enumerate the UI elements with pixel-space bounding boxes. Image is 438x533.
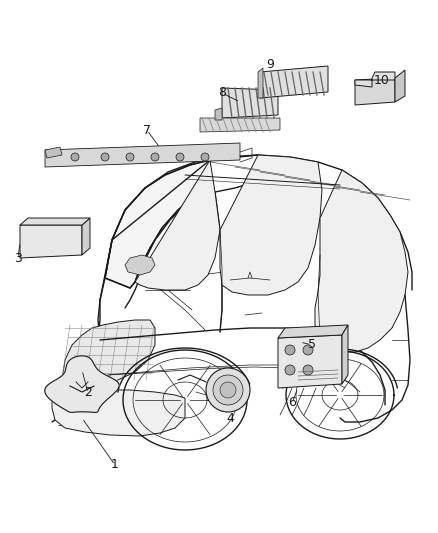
Circle shape bbox=[285, 345, 295, 355]
Circle shape bbox=[101, 153, 109, 161]
Polygon shape bbox=[20, 218, 90, 225]
Polygon shape bbox=[220, 155, 322, 295]
Circle shape bbox=[303, 365, 313, 375]
Circle shape bbox=[71, 153, 79, 161]
Text: 1: 1 bbox=[111, 458, 119, 472]
Text: 2: 2 bbox=[84, 386, 92, 400]
Polygon shape bbox=[45, 143, 240, 167]
Text: 8: 8 bbox=[218, 86, 226, 100]
Polygon shape bbox=[135, 160, 220, 290]
Circle shape bbox=[126, 153, 134, 161]
Circle shape bbox=[285, 365, 295, 375]
Circle shape bbox=[213, 375, 243, 405]
Text: 3: 3 bbox=[14, 252, 22, 264]
Polygon shape bbox=[45, 147, 62, 158]
Polygon shape bbox=[82, 218, 90, 255]
Polygon shape bbox=[200, 118, 280, 132]
Polygon shape bbox=[45, 356, 119, 413]
Polygon shape bbox=[260, 66, 328, 98]
Polygon shape bbox=[105, 160, 210, 288]
Text: 10: 10 bbox=[374, 74, 390, 86]
Polygon shape bbox=[258, 68, 263, 98]
Polygon shape bbox=[52, 390, 185, 436]
Circle shape bbox=[201, 153, 209, 161]
Polygon shape bbox=[215, 108, 222, 120]
Circle shape bbox=[206, 368, 250, 412]
Polygon shape bbox=[20, 225, 82, 258]
Circle shape bbox=[176, 153, 184, 161]
Circle shape bbox=[220, 382, 236, 398]
Polygon shape bbox=[222, 88, 278, 118]
Polygon shape bbox=[278, 325, 348, 338]
Polygon shape bbox=[278, 335, 342, 388]
Text: 6: 6 bbox=[288, 397, 296, 409]
Text: 9: 9 bbox=[266, 59, 274, 71]
Text: 4: 4 bbox=[226, 411, 234, 424]
Text: 7: 7 bbox=[143, 124, 151, 136]
Polygon shape bbox=[342, 325, 348, 384]
Text: 5: 5 bbox=[308, 338, 316, 351]
Polygon shape bbox=[315, 170, 408, 352]
Polygon shape bbox=[395, 70, 405, 102]
Polygon shape bbox=[355, 78, 395, 105]
Polygon shape bbox=[62, 320, 155, 385]
Circle shape bbox=[303, 345, 313, 355]
Polygon shape bbox=[125, 255, 155, 275]
Circle shape bbox=[151, 153, 159, 161]
Polygon shape bbox=[355, 72, 395, 87]
